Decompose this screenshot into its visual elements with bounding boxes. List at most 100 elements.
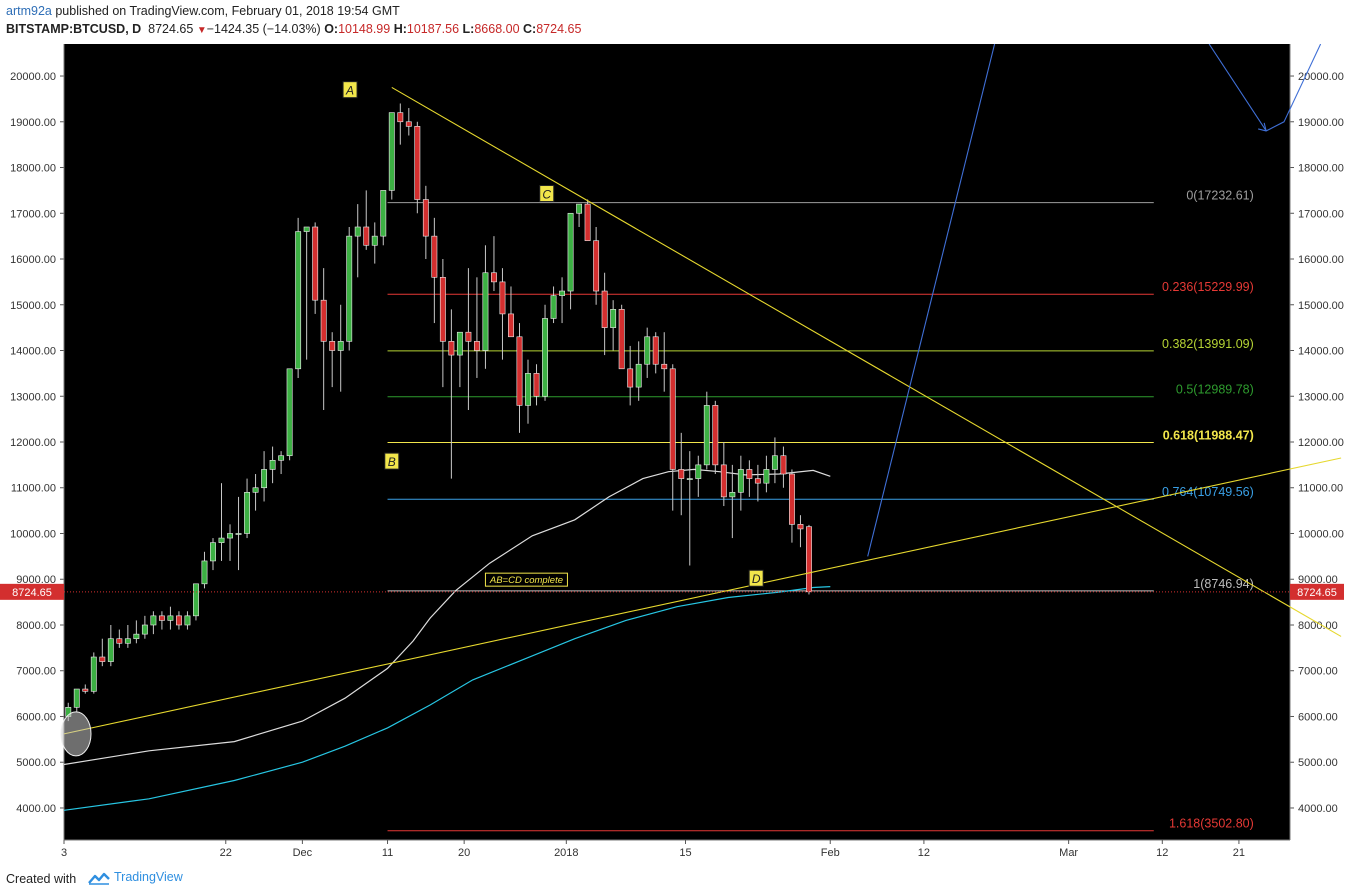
candle-up bbox=[644, 336, 651, 365]
y-tick-label-right: 9000.00 bbox=[1298, 574, 1338, 586]
y-tick-label-right: 13000.00 bbox=[1298, 391, 1344, 403]
close-label: C: bbox=[523, 22, 537, 36]
y-tick-label-left: 16000.00 bbox=[10, 254, 56, 266]
tradingview-brand: TradingView bbox=[114, 870, 183, 884]
candle-down bbox=[82, 688, 89, 692]
candle-up bbox=[295, 231, 302, 370]
moving-average-white bbox=[63, 468, 831, 766]
author-link[interactable]: artm92a bbox=[6, 4, 52, 18]
x-tick-label: Dec bbox=[293, 847, 313, 859]
projection-path-2 bbox=[1208, 44, 1322, 132]
candle-up bbox=[278, 455, 285, 461]
publish-info: published on TradingView.com, February 0… bbox=[51, 4, 400, 18]
candle-up bbox=[610, 309, 617, 328]
pattern-label-box bbox=[384, 452, 400, 470]
candle-up bbox=[567, 212, 574, 292]
candle-down bbox=[754, 478, 761, 484]
candle-down bbox=[652, 336, 659, 365]
candle-down bbox=[780, 455, 787, 475]
y-tick-label-right: 17000.00 bbox=[1298, 208, 1344, 220]
candle-up bbox=[482, 272, 489, 351]
candle-up bbox=[193, 583, 199, 617]
candle-up bbox=[695, 464, 702, 479]
candle-down bbox=[746, 469, 753, 479]
candle-up bbox=[218, 537, 225, 543]
low-label: L: bbox=[462, 22, 475, 36]
candle-down bbox=[499, 281, 506, 315]
x-tick-label: 12 bbox=[918, 847, 930, 859]
candle-down bbox=[431, 235, 438, 278]
candle-up bbox=[184, 615, 191, 626]
pattern-label-box bbox=[748, 569, 764, 587]
price-chart[interactable]: 4000.00 4000.00 5000.00 5000.00 6000.00 6000.… bbox=[0, 44, 1354, 862]
candle-up bbox=[252, 487, 259, 493]
candle-down bbox=[669, 368, 676, 470]
pattern-label-C: C bbox=[542, 188, 551, 202]
candle-up bbox=[269, 459, 276, 470]
y-tick-label-left: 12000.00 bbox=[10, 437, 56, 449]
x-tick-label: 11 bbox=[382, 847, 393, 859]
y-tick-label-left: 10000.00 bbox=[10, 528, 56, 540]
moving-average-cyan bbox=[63, 586, 831, 811]
plot-area bbox=[64, 44, 1290, 840]
fib-level-label: 1(8746.94) bbox=[1193, 577, 1253, 591]
created-with-text: Created with bbox=[6, 872, 77, 886]
pattern-label-box bbox=[342, 81, 358, 99]
pattern-label-box bbox=[539, 185, 555, 203]
candle-up bbox=[737, 469, 744, 493]
y-tick-label-right: 12000.00 bbox=[1298, 437, 1344, 449]
ohlc-line: BITSTAMP:BTCUSD, D 8724.65 ▼−1424.35 (−1… bbox=[6, 22, 581, 36]
candle-up bbox=[210, 542, 216, 562]
y-tick-label-left: 9000.00 bbox=[16, 574, 56, 586]
y-tick-label-right: 8000.00 bbox=[1298, 620, 1338, 632]
x-tick-label: 12 bbox=[1156, 847, 1168, 859]
y-tick-label-right: 6000.00 bbox=[1298, 711, 1338, 723]
last-price-tag-left bbox=[0, 583, 64, 600]
candle-down bbox=[465, 331, 472, 342]
candle-down bbox=[584, 203, 591, 242]
publish-line: artm92a published on TradingView.com, Fe… bbox=[6, 4, 400, 18]
x-tick-label: 20 bbox=[458, 847, 470, 859]
y-tick-label-right: 10000.00 bbox=[1298, 528, 1344, 540]
candle-up bbox=[771, 455, 778, 470]
pattern-label-D: D bbox=[752, 572, 761, 586]
x-tick-label: Mar bbox=[1059, 847, 1078, 859]
candle-up bbox=[150, 615, 157, 626]
y-tick-label-left: 18000.00 bbox=[10, 163, 56, 175]
candle-up bbox=[763, 469, 770, 484]
candle-up bbox=[354, 226, 361, 237]
fib-level-label: 0.764(10749.56) bbox=[1162, 485, 1254, 499]
y-tick-label-right: 14000.00 bbox=[1298, 346, 1344, 358]
y-tick-label-right: 18000.00 bbox=[1298, 163, 1344, 175]
candle-down bbox=[473, 341, 480, 351]
y-tick-label-right: 4000.00 bbox=[1298, 803, 1338, 815]
down-triangle-icon: ▼ bbox=[196, 25, 207, 36]
y-tick-label-left: 15000.00 bbox=[10, 300, 56, 312]
fib-level-label: 0.618(11988.47) bbox=[1163, 429, 1254, 443]
y-tick-label-left: 19000.00 bbox=[10, 117, 56, 129]
candle-down bbox=[678, 469, 685, 479]
x-tick-label: 3 bbox=[61, 847, 67, 859]
open-label: O: bbox=[324, 22, 339, 36]
pattern-label-A: A bbox=[345, 84, 354, 98]
tradingview-link[interactable]: TradingView bbox=[88, 870, 183, 885]
candle-up bbox=[141, 624, 148, 635]
candle-up bbox=[371, 235, 378, 246]
candle-up bbox=[729, 492, 736, 498]
chart-footer: Created with TradingView bbox=[0, 862, 1354, 896]
candle-up bbox=[525, 373, 531, 406]
last-price: 8724.65 bbox=[148, 22, 194, 36]
candle-up bbox=[261, 469, 268, 489]
symbol-label: BITSTAMP:BTCUSD, D bbox=[6, 22, 142, 36]
candle-down bbox=[627, 368, 634, 388]
trendline-down bbox=[391, 86, 1342, 637]
candle-up bbox=[286, 368, 293, 457]
annotation-text: AB=CD complete bbox=[489, 575, 563, 586]
candle-down bbox=[661, 363, 668, 370]
y-tick-label-right: 16000.00 bbox=[1298, 254, 1344, 266]
candle-down bbox=[312, 226, 319, 301]
candle-up bbox=[244, 492, 250, 534]
candle-down bbox=[99, 656, 106, 662]
candle-down bbox=[405, 121, 412, 127]
x-tick-label: 22 bbox=[220, 847, 232, 859]
